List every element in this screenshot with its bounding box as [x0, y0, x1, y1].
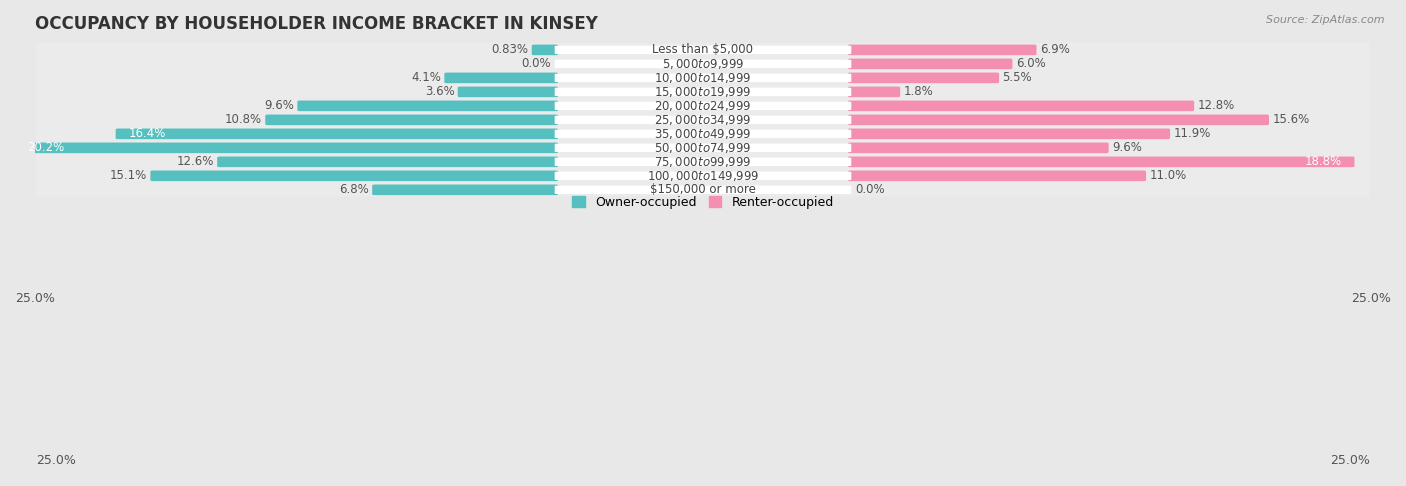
Legend: Owner-occupied, Renter-occupied: Owner-occupied, Renter-occupied: [568, 191, 838, 214]
FancyBboxPatch shape: [848, 87, 900, 97]
FancyBboxPatch shape: [555, 60, 851, 68]
Text: 25.0%: 25.0%: [1330, 453, 1369, 467]
Text: 1.8%: 1.8%: [904, 86, 934, 98]
Text: $50,000 to $74,999: $50,000 to $74,999: [654, 141, 752, 155]
FancyBboxPatch shape: [555, 116, 851, 124]
Text: 12.6%: 12.6%: [177, 156, 214, 168]
FancyBboxPatch shape: [848, 101, 1194, 111]
FancyBboxPatch shape: [37, 155, 1369, 169]
FancyBboxPatch shape: [37, 71, 1369, 85]
Text: 12.8%: 12.8%: [1198, 99, 1234, 112]
Text: 25.0%: 25.0%: [1351, 292, 1391, 305]
Text: 25.0%: 25.0%: [15, 292, 55, 305]
FancyBboxPatch shape: [37, 99, 1369, 113]
FancyBboxPatch shape: [373, 185, 558, 195]
FancyBboxPatch shape: [444, 72, 558, 83]
FancyBboxPatch shape: [555, 102, 851, 110]
Text: $75,000 to $99,999: $75,000 to $99,999: [654, 155, 752, 169]
Text: 3.6%: 3.6%: [425, 86, 454, 98]
FancyBboxPatch shape: [555, 157, 851, 166]
FancyBboxPatch shape: [37, 85, 1369, 99]
FancyBboxPatch shape: [555, 144, 851, 152]
FancyBboxPatch shape: [14, 142, 558, 153]
FancyBboxPatch shape: [848, 156, 1354, 167]
Text: 16.4%: 16.4%: [128, 127, 166, 140]
FancyBboxPatch shape: [848, 128, 1170, 139]
Text: $15,000 to $19,999: $15,000 to $19,999: [654, 85, 752, 99]
Text: 18.8%: 18.8%: [1305, 156, 1341, 168]
FancyBboxPatch shape: [555, 46, 851, 54]
Text: $35,000 to $49,999: $35,000 to $49,999: [654, 127, 752, 141]
Text: $10,000 to $14,999: $10,000 to $14,999: [654, 71, 752, 85]
Text: 5.5%: 5.5%: [1002, 71, 1032, 85]
Text: 6.0%: 6.0%: [1015, 57, 1046, 70]
Text: 15.1%: 15.1%: [110, 169, 148, 182]
FancyBboxPatch shape: [150, 171, 558, 181]
FancyBboxPatch shape: [848, 142, 1109, 153]
FancyBboxPatch shape: [848, 171, 1146, 181]
FancyBboxPatch shape: [848, 72, 1000, 83]
Text: 4.1%: 4.1%: [411, 71, 441, 85]
FancyBboxPatch shape: [37, 169, 1369, 183]
Text: 0.0%: 0.0%: [855, 183, 884, 196]
Text: Source: ZipAtlas.com: Source: ZipAtlas.com: [1267, 15, 1385, 25]
Text: $25,000 to $34,999: $25,000 to $34,999: [654, 113, 752, 127]
FancyBboxPatch shape: [555, 130, 851, 138]
FancyBboxPatch shape: [555, 186, 851, 194]
Text: 11.9%: 11.9%: [1174, 127, 1211, 140]
Text: OCCUPANCY BY HOUSEHOLDER INCOME BRACKET IN KINSEY: OCCUPANCY BY HOUSEHOLDER INCOME BRACKET …: [35, 15, 598, 33]
Text: 6.8%: 6.8%: [339, 183, 368, 196]
Text: 9.6%: 9.6%: [1112, 141, 1142, 155]
FancyBboxPatch shape: [37, 43, 1369, 57]
Text: $100,000 to $149,999: $100,000 to $149,999: [647, 169, 759, 183]
Text: 9.6%: 9.6%: [264, 99, 294, 112]
FancyBboxPatch shape: [555, 74, 851, 82]
FancyBboxPatch shape: [848, 58, 1012, 69]
FancyBboxPatch shape: [37, 57, 1369, 71]
FancyBboxPatch shape: [297, 101, 558, 111]
FancyBboxPatch shape: [115, 128, 558, 139]
FancyBboxPatch shape: [458, 87, 558, 97]
Text: 0.83%: 0.83%: [492, 43, 529, 56]
Text: $20,000 to $24,999: $20,000 to $24,999: [654, 99, 752, 113]
FancyBboxPatch shape: [848, 45, 1036, 55]
Text: 20.2%: 20.2%: [27, 141, 65, 155]
Text: 11.0%: 11.0%: [1149, 169, 1187, 182]
FancyBboxPatch shape: [37, 113, 1369, 127]
FancyBboxPatch shape: [266, 115, 558, 125]
FancyBboxPatch shape: [37, 183, 1369, 197]
FancyBboxPatch shape: [217, 156, 558, 167]
Text: Less than $5,000: Less than $5,000: [652, 43, 754, 56]
Text: 6.9%: 6.9%: [1039, 43, 1070, 56]
FancyBboxPatch shape: [555, 172, 851, 180]
Text: 25.0%: 25.0%: [37, 453, 76, 467]
Text: $5,000 to $9,999: $5,000 to $9,999: [662, 57, 744, 71]
FancyBboxPatch shape: [37, 127, 1369, 141]
Text: 15.6%: 15.6%: [1272, 113, 1309, 126]
Text: $150,000 or more: $150,000 or more: [650, 183, 756, 196]
FancyBboxPatch shape: [531, 45, 558, 55]
FancyBboxPatch shape: [848, 115, 1270, 125]
FancyBboxPatch shape: [37, 141, 1369, 155]
FancyBboxPatch shape: [555, 87, 851, 96]
Text: 0.0%: 0.0%: [522, 57, 551, 70]
Text: 10.8%: 10.8%: [225, 113, 262, 126]
